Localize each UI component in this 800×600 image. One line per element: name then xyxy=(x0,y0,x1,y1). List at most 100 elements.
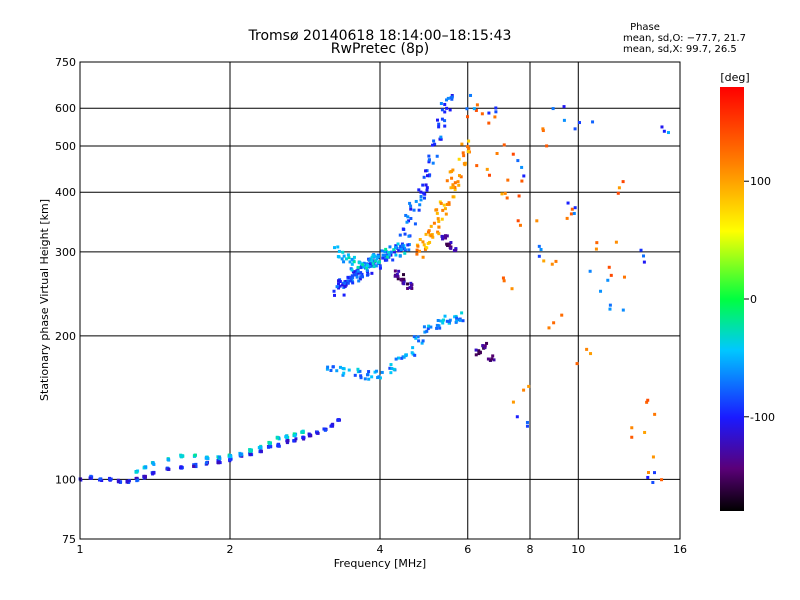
data-point xyxy=(485,341,489,345)
data-point xyxy=(359,266,363,270)
data-point xyxy=(361,263,365,267)
data-point xyxy=(448,108,452,112)
data-point xyxy=(286,439,290,443)
data-point xyxy=(228,457,232,461)
data-point xyxy=(392,367,396,371)
data-point xyxy=(335,285,339,289)
data-point xyxy=(360,272,364,276)
data-point xyxy=(405,220,409,224)
data-point xyxy=(406,215,410,219)
data-point xyxy=(396,277,400,281)
y-tick-label: 400 xyxy=(55,186,76,199)
data-point xyxy=(453,181,457,185)
data-point xyxy=(419,198,423,202)
data-point xyxy=(403,251,407,255)
data-point xyxy=(322,427,326,431)
data-point xyxy=(441,321,445,325)
data-point xyxy=(436,118,440,122)
data-point xyxy=(301,429,305,433)
data-point xyxy=(378,264,382,268)
data-point xyxy=(429,234,433,238)
data-point xyxy=(356,367,360,371)
data-point xyxy=(375,369,379,373)
data-point xyxy=(646,398,650,402)
data-point xyxy=(599,289,603,293)
data-point xyxy=(341,283,345,287)
data-point xyxy=(505,196,509,200)
data-point xyxy=(423,330,427,334)
data-point xyxy=(422,243,426,247)
data-point xyxy=(266,445,270,449)
data-point xyxy=(462,154,466,158)
data-point xyxy=(621,308,625,312)
data-point xyxy=(358,369,362,373)
data-point xyxy=(457,183,461,187)
data-point xyxy=(307,432,311,436)
y-tick-label: 100 xyxy=(55,473,76,486)
data-point xyxy=(355,271,359,275)
data-point xyxy=(608,307,612,311)
data-point xyxy=(402,273,406,277)
data-point xyxy=(386,250,390,254)
data-point xyxy=(591,120,595,124)
data-point xyxy=(435,211,439,215)
data-point xyxy=(502,279,506,283)
data-point xyxy=(343,284,347,288)
data-point xyxy=(346,279,350,283)
data-point xyxy=(292,432,296,436)
data-point xyxy=(525,424,529,428)
chart-subtitle: RwPretec (8p) xyxy=(331,41,429,57)
data-point xyxy=(410,286,414,290)
data-point xyxy=(616,191,620,195)
data-point xyxy=(483,344,487,348)
data-point xyxy=(350,257,354,261)
data-point xyxy=(402,282,406,286)
data-point xyxy=(249,449,253,453)
colorbar-label: [deg] xyxy=(720,71,749,84)
data-point xyxy=(617,186,621,190)
data-point xyxy=(518,223,522,227)
data-point xyxy=(356,265,360,269)
data-point xyxy=(662,129,666,133)
data-point xyxy=(445,319,449,323)
data-point xyxy=(660,478,664,482)
data-point xyxy=(466,115,470,119)
data-point xyxy=(440,234,444,238)
data-point xyxy=(407,243,411,247)
data-point xyxy=(451,183,455,187)
data-point xyxy=(326,365,330,369)
data-point xyxy=(366,272,370,276)
data-point xyxy=(88,476,92,480)
data-point xyxy=(409,281,413,285)
plot-frame xyxy=(79,61,681,540)
data-point xyxy=(455,319,459,323)
data-point xyxy=(294,437,298,441)
data-point xyxy=(494,106,498,110)
data-point xyxy=(439,137,443,141)
data-point xyxy=(454,314,458,318)
data-point xyxy=(347,368,351,372)
data-point xyxy=(421,240,425,244)
data-point xyxy=(277,444,281,448)
data-point xyxy=(351,276,355,280)
data-point xyxy=(439,201,443,205)
data-point xyxy=(460,142,464,146)
data-point xyxy=(639,248,643,252)
data-point xyxy=(422,325,426,329)
data-point xyxy=(98,477,102,481)
data-point xyxy=(495,151,499,155)
data-point xyxy=(449,186,453,190)
data-point xyxy=(336,245,340,249)
data-point xyxy=(275,435,279,439)
data-point xyxy=(373,254,377,258)
data-point xyxy=(399,278,403,282)
data-point xyxy=(372,259,376,263)
data-point xyxy=(443,207,447,211)
data-point xyxy=(259,449,263,453)
data-point xyxy=(443,124,447,128)
data-point xyxy=(401,227,405,231)
data-point xyxy=(259,446,263,450)
data-point xyxy=(443,119,447,123)
data-point xyxy=(417,249,421,253)
data-point xyxy=(335,369,339,373)
